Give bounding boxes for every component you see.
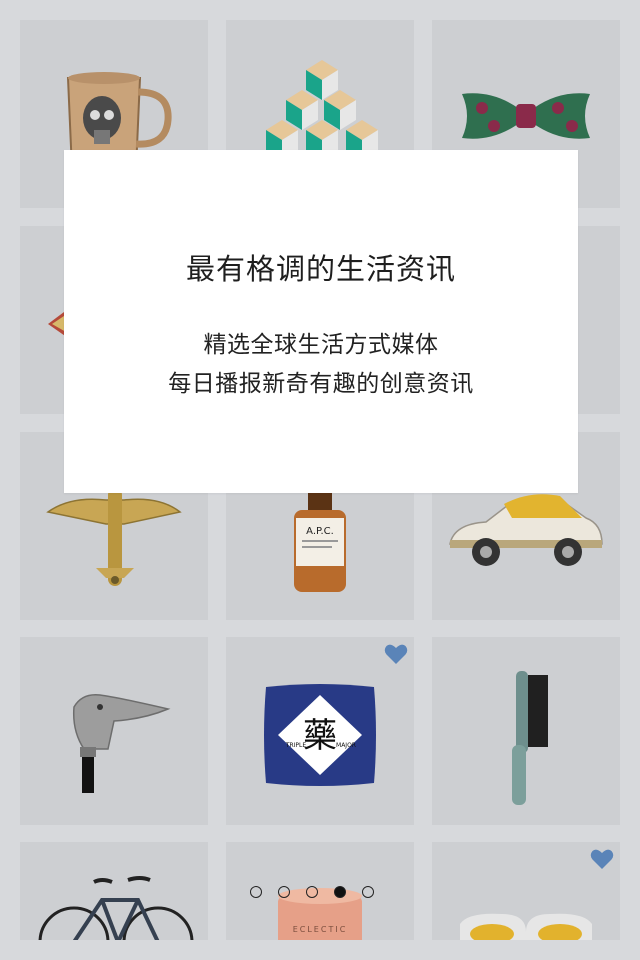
product-tile-brush[interactable] [432,637,620,825]
page-dot[interactable] [306,886,318,898]
page-dot[interactable] [362,886,374,898]
sunglasses-image [460,913,592,940]
brush-image [512,671,548,805]
product-tile-duck-cane[interactable] [20,637,208,825]
product-4-image [48,312,68,338]
product-tile-candle[interactable]: ECLECTIC [226,842,414,940]
page-indicator [250,886,374,902]
product-tile-bicycle[interactable] [20,842,208,940]
intro-line-1: 精选全球生活方式媒体 [203,332,439,358]
pillow-char: 藥 [303,716,337,756]
pillow-image: 藥 TRIPLE MAJOR [264,684,376,786]
page-dot[interactable] [250,886,262,898]
page-dot[interactable] [278,886,290,898]
page-dot-active[interactable] [334,886,346,898]
bottle-brand-text: A.P.C. [306,526,334,537]
duck-cane-image [72,694,171,793]
intro-line-2: 每日播报新奇有趣的创意资讯 [168,371,474,397]
pillow-left-text: TRIPLE [285,742,307,749]
pillow-right-text: MAJOR [336,742,356,749]
heart-icon[interactable] [590,848,614,870]
product-tile-sunglasses[interactable] [432,842,620,940]
apc-bottle-image: A.P.C. [294,490,346,592]
intro-title: 最有格调的生活资讯 [185,252,456,286]
intro-card: 最有格调的生活资讯 精选全球生活方式媒体 每日播报新奇有趣的创意资讯 [64,150,578,493]
candle-label-text: ECLECTIC [293,925,348,934]
vintage-car-image [449,494,603,566]
airplane-model-image [46,488,182,586]
bicycle-image [38,876,194,940]
product-tile-pillow[interactable]: 藥 TRIPLE MAJOR [226,637,414,825]
heart-icon[interactable] [384,643,408,665]
bow-tie-image [462,93,590,139]
